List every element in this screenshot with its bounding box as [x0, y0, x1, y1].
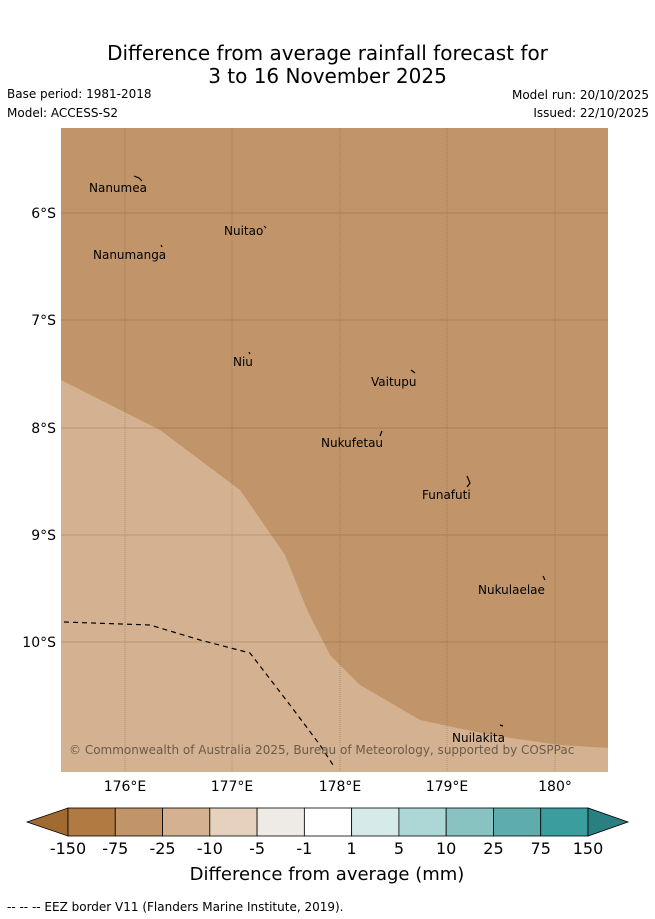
island-label-nuitao: Nuitao — [224, 224, 263, 238]
island-label-nanumanga: Nanumanga — [93, 248, 166, 262]
colorbar-segment — [67, 807, 116, 837]
island-label-nukulaelae: Nukulaelae — [478, 583, 545, 597]
island-label-funafuti: Funafuti — [422, 488, 471, 502]
colorbar-segment — [351, 807, 400, 837]
nukulaelae-outline — [542, 575, 546, 581]
lat-label-10s: 10°S — [22, 635, 56, 651]
lon-label-176e: 176°E — [104, 779, 147, 795]
island-label-nukufetau: Nukufetau — [321, 436, 383, 450]
colorbar-tick-label: -25 — [149, 839, 175, 858]
colorbar-extend-high — [587, 807, 630, 837]
colorbar-segment — [445, 807, 494, 837]
funafuti-outline — [466, 475, 471, 488]
lon-label-178e: 178°E — [319, 779, 362, 795]
colorbar-tick-label: 5 — [394, 839, 404, 858]
lat-label-6s: 6°S — [31, 206, 56, 222]
colorbar-segment — [114, 807, 163, 837]
lat-label-9s: 9°S — [31, 528, 56, 544]
lon-label-177e: 177°E — [211, 779, 254, 795]
eez-border-line — [63, 621, 336, 769]
vaitupu-outline — [410, 369, 416, 374]
lon-label-179e: 179°E — [426, 779, 469, 795]
colorbar-segment — [540, 807, 589, 837]
colorbar-label: Difference from average (mm) — [190, 864, 465, 885]
colorbar-tick-label: 150 — [573, 839, 604, 858]
nuilakita-outline — [499, 724, 504, 727]
title-line-2: 3 to 16 November 2025 — [208, 64, 447, 88]
eez-legend: -- -- -- EEZ border V11 (Flanders Marine… — [7, 900, 344, 914]
lat-label-8s: 8°S — [31, 421, 56, 437]
colorbar-segment — [493, 807, 542, 837]
issued-date: Issued: 22/10/2025 — [533, 106, 649, 120]
colorbar-segment — [209, 807, 258, 837]
island-label-vaitupu: Vaitupu — [371, 375, 417, 389]
colorbar-segment — [303, 807, 353, 837]
colorbar — [25, 807, 630, 837]
colorbar-extend-low — [25, 807, 69, 837]
colorbar-segment — [162, 807, 211, 837]
colorbar-segment — [398, 807, 447, 837]
island-label-nuilakita: Nuilakita — [452, 731, 505, 745]
graticule — [61, 128, 608, 772]
copyright-notice: © Commonwealth of Australia 2025, Bureau… — [69, 743, 574, 757]
nukufetau-outline — [379, 430, 383, 437]
colorbar-tick-label: -150 — [50, 839, 86, 858]
rainfall-fill-light — [61, 380, 608, 772]
colorbar-tick-label: -75 — [102, 839, 128, 858]
model-name: Model: ACCESS-S2 — [7, 106, 119, 120]
colorbar-tick-label: -10 — [197, 839, 223, 858]
niu-outline — [248, 351, 251, 355]
nanumea-outline — [133, 175, 143, 182]
island-label-nanumea: Nanumea — [89, 181, 147, 195]
nuitao-outline — [263, 225, 267, 229]
lon-label-180: 180° — [538, 779, 572, 795]
colorbar-tick-label: 1 — [347, 839, 357, 858]
island-label-niu: Niu — [233, 355, 253, 369]
colorbar-tick-label: 75 — [531, 839, 551, 858]
colorbar-segment — [256, 807, 305, 837]
model-run: Model run: 20/10/2025 — [511, 88, 649, 102]
colorbar-tick-label: 25 — [483, 839, 503, 858]
colorbar-tick-label: 10 — [436, 839, 456, 858]
map-panel: Nanumea Nuitao Nanumanga Niu Vaitupu Nuk… — [61, 128, 608, 772]
lat-label-7s: 7°S — [31, 313, 56, 329]
nanumanga-outline — [160, 244, 163, 248]
colorbar-tick-label: -5 — [249, 839, 265, 858]
title-line-1: Difference from average rainfall forecas… — [107, 41, 548, 65]
colorbar-tick-label: -1 — [296, 839, 312, 858]
island-outlines — [133, 175, 546, 727]
base-period: Base period: 1981-2018 — [7, 87, 152, 101]
